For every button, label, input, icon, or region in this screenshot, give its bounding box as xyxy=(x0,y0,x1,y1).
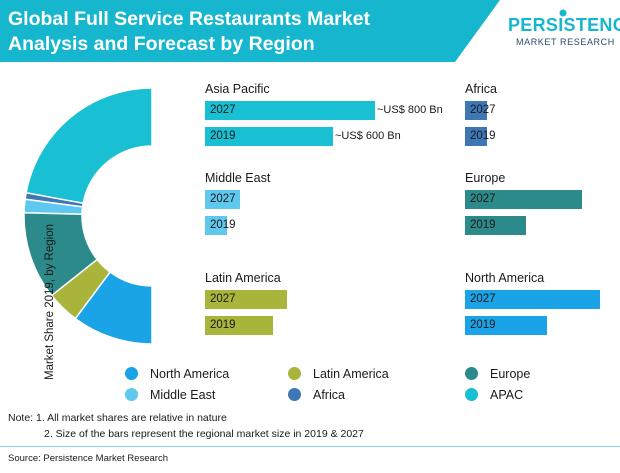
company-logo: PERSISTENCE MARKET RESEARCH xyxy=(508,9,620,54)
donut-axis-label: Market Share 2019, by Region xyxy=(44,224,56,380)
bar-europe-2027: 2027 xyxy=(465,190,582,209)
bar-asia-pacific-2019: 2019 xyxy=(205,127,333,146)
donut-slice-apac xyxy=(25,87,153,205)
source-text: Source: Persistence Market Research xyxy=(8,453,168,464)
bar-latin-america-2027: 2027 xyxy=(205,290,287,309)
legend-label: Middle East xyxy=(150,388,216,402)
bar-year-label: 2019 xyxy=(470,319,496,331)
bar-middle-east-2019: 2019 xyxy=(205,216,236,235)
bar-value-label: ~US$ 600 Bn xyxy=(335,130,401,142)
note-line-1: Note: 1. All market shares are relative … xyxy=(8,412,227,424)
bar-value-label: ~US$ 800 Bn xyxy=(377,104,443,116)
bar-north-america-2027: 2027 xyxy=(465,290,600,309)
legend-swatch xyxy=(288,367,301,380)
legend-label: North America xyxy=(150,367,230,381)
bar-latin-america-2019: 2019 xyxy=(205,316,273,335)
bar-europe-2019: 2019 xyxy=(465,216,526,235)
legend-label: Latin America xyxy=(313,367,389,381)
bar-year-label: 2019 xyxy=(470,130,496,142)
region-name-europe: Europe xyxy=(465,171,506,185)
bar-africa-2027: 2027 xyxy=(465,101,496,120)
legend-swatch xyxy=(288,388,301,401)
bar-year-label: 2019 xyxy=(210,319,236,331)
bar-year-label: 2027 xyxy=(210,293,236,305)
bar-year-label: 2027 xyxy=(470,293,496,305)
note-line-2: 2. Size of the bars represent the region… xyxy=(44,428,364,440)
region-name-latin-america: Latin America xyxy=(205,271,281,285)
legend-swatch xyxy=(465,367,478,380)
logo-text-top: PERSISTENCE xyxy=(508,15,620,35)
legend-swatch xyxy=(465,388,478,401)
chart-title-line-1: Global Full Service Restaurants Market xyxy=(8,8,370,30)
market-share-donut-chart xyxy=(23,87,153,345)
chart-title-line-2: Analysis and Forecast by Region xyxy=(8,33,315,55)
legend-swatch xyxy=(125,388,138,401)
logo-mark-icon xyxy=(559,9,567,17)
bar-middle-east-2027: 2027 xyxy=(205,190,240,209)
region-name-north-america: North America xyxy=(465,271,545,285)
bar-year-label: 2019 xyxy=(210,219,236,231)
region-name-africa: Africa xyxy=(465,82,497,96)
logo-text-bottom: MARKET RESEARCH xyxy=(516,37,615,47)
bar-year-label: 2027 xyxy=(470,193,496,205)
bar-north-america-2019: 2019 xyxy=(465,316,547,335)
bar-year-label: 2027 xyxy=(210,193,236,205)
bar-year-label: 2027 xyxy=(470,104,496,116)
legend-label: APAC xyxy=(490,388,524,402)
legend-label: Europe xyxy=(490,367,531,381)
bar-year-label: 2019 xyxy=(470,219,496,231)
donut-slice-north-america xyxy=(74,271,153,345)
legend-swatch xyxy=(125,367,138,380)
legend-label: Africa xyxy=(313,388,345,402)
bar-year-label: 2019 xyxy=(210,130,236,142)
bar-year-label: 2027 xyxy=(210,104,236,116)
bar-africa-2019: 2019 xyxy=(465,127,496,146)
footer-divider xyxy=(0,446,620,447)
bar-asia-pacific-2027: 2027 xyxy=(205,101,375,120)
region-name-middle-east: Middle East xyxy=(205,171,271,185)
title-banner xyxy=(0,0,500,62)
region-name-asia-pacific: Asia Pacific xyxy=(205,82,270,96)
